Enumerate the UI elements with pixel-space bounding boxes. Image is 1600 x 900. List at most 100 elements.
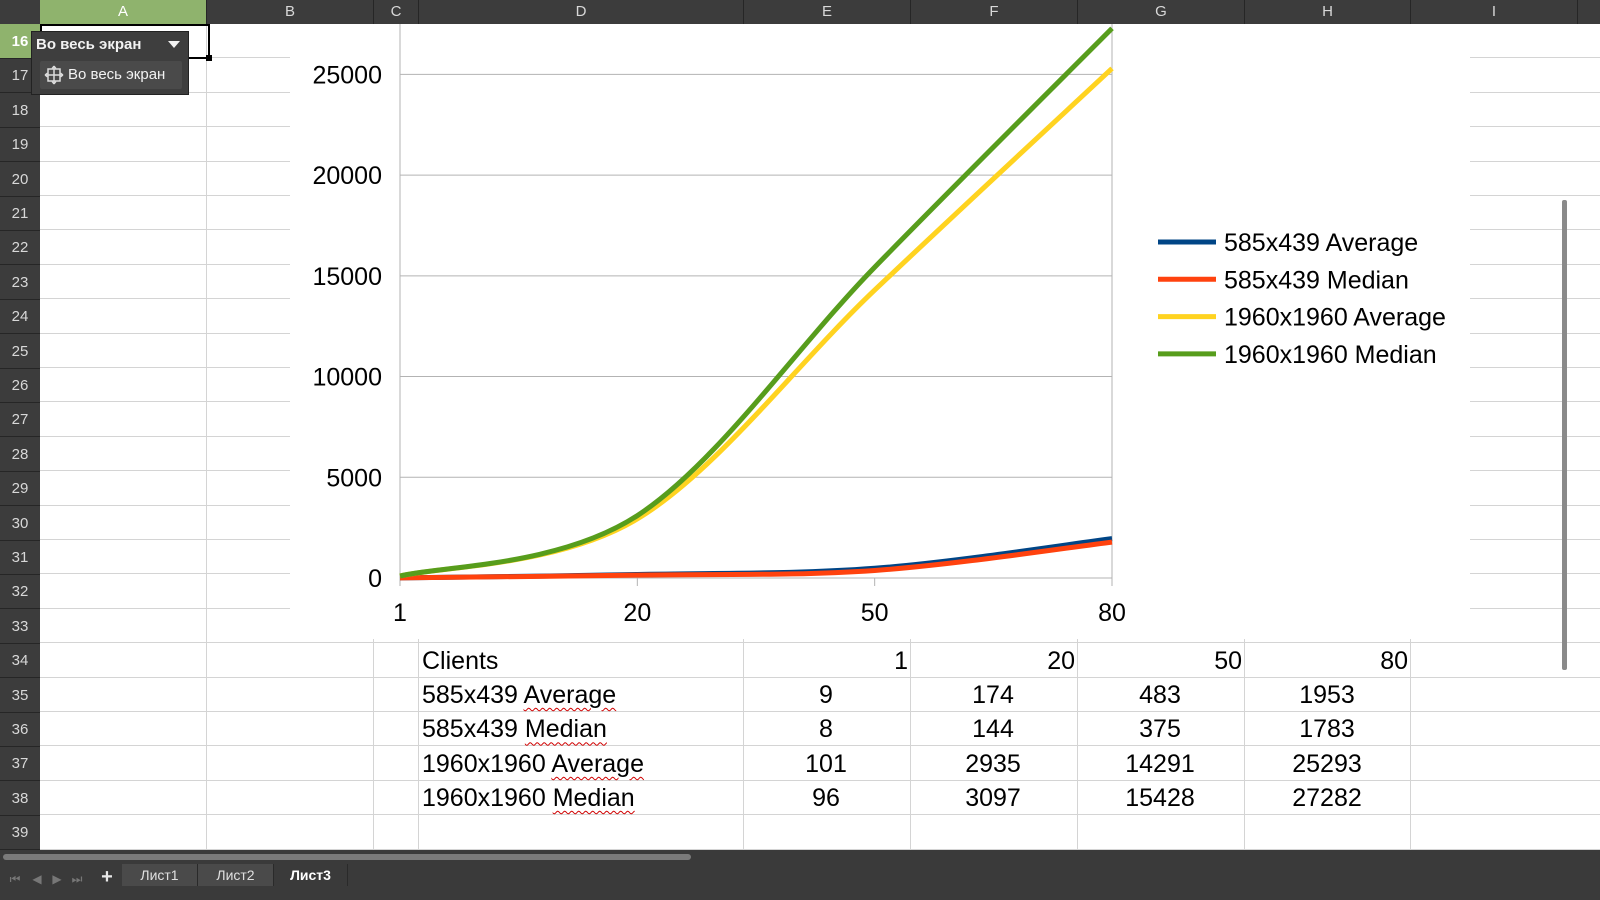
select-all-corner[interactable] [0, 0, 41, 24]
column-header-e[interactable]: E [744, 0, 911, 24]
table-header-value[interactable]: 50 [1214, 647, 1242, 675]
table-cell[interactable]: 144 [972, 715, 1014, 744]
column-header-a[interactable]: A [40, 0, 207, 24]
row-header-35[interactable]: 35 [0, 678, 40, 713]
column-header-c[interactable]: C [374, 0, 419, 24]
row-header-19[interactable]: 19 [0, 127, 40, 163]
row-label-size: 1960x1960 [422, 749, 546, 778]
fullscreen-toolbar-title: Во весь экран [36, 36, 142, 53]
row-gridline [40, 676, 1600, 678]
table-header-value[interactable]: 80 [1380, 647, 1408, 675]
table-row-label[interactable]: 1960x1960 Median [422, 779, 635, 814]
row-header-26[interactable]: 26 [0, 368, 40, 403]
row-header-37[interactable]: 37 [0, 746, 40, 782]
column-header-i[interactable]: I [1411, 0, 1578, 24]
add-sheet-icon[interactable]: + [101, 866, 113, 888]
row-header-39[interactable]: 39 [0, 815, 40, 851]
column-header-b[interactable]: B [207, 0, 374, 24]
horizontal-scrollbar-thumb[interactable] [3, 854, 691, 860]
row-gridline [40, 745, 1600, 747]
column-headers: A B C D E F G H I [0, 0, 1600, 24]
row-label-size: 585x439 [422, 715, 518, 744]
tab-sheet2[interactable]: Лист2 [198, 864, 274, 886]
column-header-f[interactable]: F [911, 0, 1078, 24]
row-header-20[interactable]: 20 [0, 162, 40, 197]
row-gridline [40, 779, 1600, 781]
previous-sheet-icon[interactable]: ◀ [32, 872, 42, 886]
table-header-value[interactable]: 20 [1047, 647, 1075, 675]
chevron-down-icon[interactable] [168, 41, 180, 48]
table-cell[interactable]: 1953 [1299, 681, 1355, 709]
chart-svg: 0 5000 10000 15000 20000 25000 1 20 50 80 585x439 … [312, 24, 1446, 627]
row-header-28[interactable]: 28 [0, 437, 40, 472]
table-row-label[interactable]: 1960x1960 Average [422, 745, 644, 780]
table-cell[interactable]: 174 [972, 681, 1014, 709]
table-cell[interactable]: 8 [819, 715, 833, 744]
table-cell[interactable]: 483 [1139, 681, 1181, 709]
row-header-29[interactable]: 29 [0, 471, 40, 507]
table-cell[interactable]: 14291 [1125, 749, 1195, 778]
row-header-36[interactable]: 36 [0, 712, 40, 747]
horizontal-scrollbar[interactable] [0, 850, 1600, 864]
y-tick-label: 10000 [312, 364, 382, 392]
tab-sheet3[interactable]: Лист3 [274, 864, 348, 886]
table-cell[interactable]: 96 [812, 784, 840, 813]
row-header-34[interactable]: 34 [0, 643, 40, 679]
row-header-27[interactable]: 27 [0, 402, 40, 438]
column-header-h[interactable]: H [1245, 0, 1411, 24]
row-gridline [40, 848, 1600, 850]
table-cell[interactable]: 27282 [1292, 784, 1362, 813]
y-tick-label: 20000 [312, 162, 382, 190]
y-tick-label: 5000 [326, 464, 382, 492]
row-header-17[interactable]: 17 [0, 58, 40, 94]
row-header-24[interactable]: 24 [0, 299, 40, 335]
table-cell[interactable]: 375 [1139, 715, 1181, 744]
row-label-metric: Median [524, 715, 607, 744]
spreadsheet-area[interactable]: A B C D E F G H I 16 17 18 19 20 21 22 23 24 25 26… [0, 0, 1600, 864]
next-sheet-icon[interactable]: ▶ [52, 872, 62, 886]
series-line-585x439-median [399, 539, 1113, 581]
row-header-21[interactable]: 21 [0, 196, 40, 231]
row-label-metric: Median [552, 784, 635, 813]
table-cell[interactable]: 101 [805, 749, 847, 778]
row-label-metric: Average [551, 749, 644, 778]
table-cell[interactable]: 15428 [1125, 784, 1195, 813]
row-header-18[interactable]: 18 [0, 93, 40, 128]
row-header-33[interactable]: 33 [0, 609, 40, 644]
y-tick-label: 25000 [312, 61, 382, 89]
x-tick-label: 80 [1098, 599, 1126, 627]
legend-label: 1960x1960 Average [1224, 304, 1446, 332]
row-header-22[interactable]: 22 [0, 230, 40, 266]
last-sheet-icon[interactable]: ⏭ [71, 872, 83, 886]
table-cell[interactable]: 25293 [1292, 749, 1362, 778]
table-cell[interactable]: 1783 [1299, 715, 1355, 744]
legend-label: 585x439 Median [1224, 266, 1409, 294]
row-headers: 16 17 18 19 20 21 22 23 24 25 26 27 28 29 30 31 32 33 34 35… [0, 24, 40, 864]
series-line-1960x1960-median [399, 26, 1114, 579]
fill-handle[interactable] [206, 55, 212, 61]
row-header-23[interactable]: 23 [0, 265, 40, 300]
table-cell[interactable]: 9 [819, 681, 833, 709]
exit-fullscreen-label: Во весь экран [68, 66, 166, 83]
table-row-label[interactable]: 585x439 Median [422, 710, 607, 745]
row-header-30[interactable]: 30 [0, 506, 40, 541]
row-header-32[interactable]: 32 [0, 574, 40, 610]
vertical-scrollbar[interactable] [1562, 200, 1567, 670]
first-sheet-icon[interactable]: ⏮ [9, 872, 21, 886]
fullscreen-toolbar[interactable]: Во весь экран Во весь экран [31, 31, 189, 95]
exit-fullscreen-button[interactable]: Во весь экран [40, 61, 182, 89]
table-cell[interactable]: 2935 [965, 749, 1021, 778]
legend-label: 1960x1960 Median [1224, 341, 1437, 369]
column-gridline [206, 24, 207, 864]
column-header-g[interactable]: G [1078, 0, 1245, 24]
row-header-25[interactable]: 25 [0, 334, 40, 369]
column-header-d[interactable]: D [419, 0, 744, 24]
table-row-label[interactable]: 585x439 Average [422, 676, 616, 711]
tab-sheet1[interactable]: Лист1 [122, 864, 198, 886]
table-header-value[interactable]: 1 [894, 647, 908, 675]
row-header-38[interactable]: 38 [0, 781, 40, 816]
line-chart[interactable]: 0 5000 10000 15000 20000 25000 1 20 50 80 585x439 … [290, 24, 1470, 639]
table-header-label[interactable]: Clients [422, 647, 499, 675]
table-cell[interactable]: 3097 [965, 784, 1021, 813]
row-header-31[interactable]: 31 [0, 540, 40, 575]
